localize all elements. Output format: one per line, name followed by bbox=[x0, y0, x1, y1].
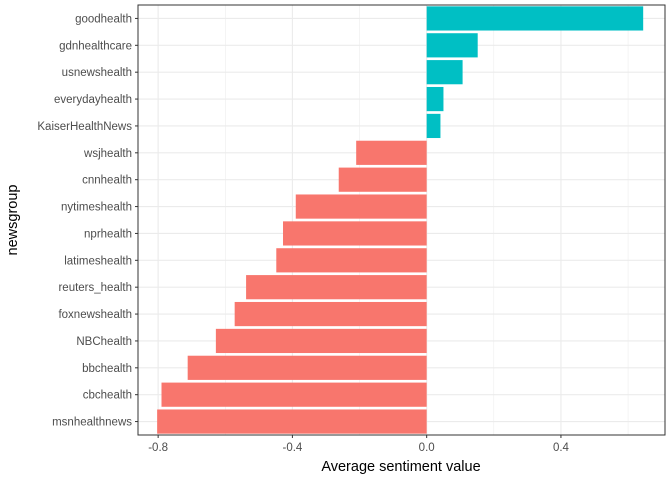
y-tick-label: goodhealth bbox=[75, 13, 132, 25]
plot-border bbox=[137, 4, 666, 436]
bar-gdnhealthcare bbox=[426, 33, 478, 58]
x-axis-ticks: -0.8 -0.4 0.0 0.4 bbox=[148, 435, 570, 454]
x-tick-label: -0.8 bbox=[148, 442, 168, 454]
x-tick-label: -0.4 bbox=[282, 442, 302, 454]
y-tick-label: cbchealth bbox=[83, 390, 132, 402]
bar-bbchealth bbox=[187, 355, 427, 380]
y-tick-label: nytimeshealth bbox=[61, 202, 132, 214]
y-tick-label: gdnhealthcare bbox=[59, 40, 132, 52]
y-tick-label: msnhealthnews bbox=[52, 417, 132, 429]
x-tick-label: 0.0 bbox=[419, 442, 435, 454]
y-axis-title: newsgroup bbox=[5, 185, 21, 256]
bar-foxnewshealth bbox=[234, 301, 427, 327]
bars bbox=[157, 6, 644, 434]
y-tick-label: nprhealth bbox=[84, 228, 132, 240]
bar-nytimeshealth bbox=[295, 194, 427, 219]
y-tick-label: cnnhealth bbox=[82, 175, 132, 187]
y-tick-label: reuters_health bbox=[58, 282, 132, 294]
bar-latimeshealth bbox=[276, 248, 427, 273]
x-axis-title: Average sentiment value bbox=[321, 459, 480, 475]
bar-usnewshealth bbox=[426, 60, 463, 85]
bar-wsjhealth bbox=[356, 140, 427, 165]
bar-nbchealth bbox=[215, 328, 427, 354]
bar-msnhealthnews bbox=[157, 409, 427, 434]
bar-cbchealth bbox=[161, 382, 427, 407]
bar-goodhealth bbox=[426, 6, 644, 31]
y-tick-label: everydayhealth bbox=[54, 94, 132, 106]
y-axis-ticks: goodhealth gdnhealthcare usnewshealth every… bbox=[37, 13, 138, 429]
y-tick-label: NBChealth bbox=[76, 336, 132, 348]
y-tick-label: KaiserHealthNews bbox=[37, 121, 132, 133]
y-tick-label: latimeshealth bbox=[64, 255, 132, 267]
bar-reuters-health bbox=[246, 275, 427, 300]
x-tick-label: 0.4 bbox=[553, 442, 570, 454]
bar-kaiserhealthnews bbox=[426, 113, 441, 139]
y-tick-label: bbchealth bbox=[82, 363, 132, 375]
bar-cnnhealth bbox=[338, 167, 427, 192]
y-tick-label: foxnewshealth bbox=[58, 309, 132, 321]
y-tick-label: usnewshealth bbox=[62, 67, 132, 79]
y-tick-label: wsjhealth bbox=[83, 148, 132, 160]
bar-everydayhealth bbox=[426, 86, 444, 112]
bar-nprhealth bbox=[283, 221, 427, 246]
